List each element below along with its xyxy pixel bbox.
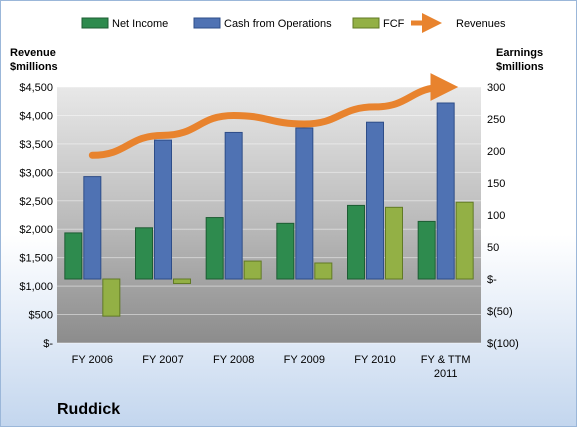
right-axis-tick-label: 50 (487, 242, 499, 254)
right-axis-tick-label: 300 (487, 82, 505, 94)
left-axis-tick-label: $2,500 (19, 196, 53, 208)
left-axis-tick-label: $500 (29, 310, 53, 322)
left-axis-tick-label: $1,500 (19, 253, 53, 265)
right-axis-ticks: $(100) $(50) $- 50 100 150 200 250 300 (487, 82, 519, 350)
right-axis-tick-label: 250 (487, 114, 505, 126)
bar-fcf (173, 278, 191, 284)
left-axis-tick-label: $3,000 (19, 167, 53, 179)
legend-label-revenues: Revenues (456, 18, 506, 30)
x-axis-labels: FY 2006 FY 2007 FY 2008 FY 2009 FY 2010 FY & … (72, 354, 471, 380)
bar-cash-from-operations (154, 139, 172, 280)
bar-cash-from-operations (224, 131, 243, 280)
revenue-point (91, 154, 93, 156)
right-axis-title-line2: $millions (496, 61, 544, 73)
x-axis-category-label: FY 2007 (142, 354, 183, 366)
left-axis-ticks: $- $500 $1,000 $1,500 $2,000 $2,500 $3,000 $3,5… (19, 82, 53, 350)
left-axis-tick-label: $- (43, 338, 53, 350)
x-axis-category-label: FY 2006 (72, 354, 113, 366)
bar-net-income (205, 217, 224, 280)
plot-area (57, 87, 481, 343)
right-axis-tick-label: $(100) (487, 338, 519, 350)
legend-swatch-cash-from-operations (193, 17, 221, 29)
legend-swatch-net-income (81, 17, 109, 29)
left-axis-title-line2: $millions (10, 61, 58, 73)
company-name: Ruddick (57, 401, 120, 418)
bar-net-income (347, 204, 365, 280)
left-axis-tick-label: $2,000 (19, 224, 53, 236)
right-axis-title-line1: Earnings (496, 47, 543, 59)
bar-cash-from-operations (436, 102, 455, 280)
right-axis-tick-label: 100 (487, 210, 505, 222)
legend-swatch-fcf (352, 17, 380, 29)
legend: Net Income Cash from Operations FCF Reve… (81, 13, 506, 33)
revenue-point (374, 106, 376, 108)
bar-cash-from-operations (366, 121, 384, 280)
bar-fcf (314, 262, 333, 280)
bar-net-income (64, 232, 83, 280)
legend-label-cash-from-operations: Cash from Operations (224, 18, 332, 30)
legend-label-fcf: FCF (383, 18, 405, 30)
right-axis-tick-label: $(50) (487, 306, 513, 318)
left-axis-tick-label: $3,500 (19, 139, 53, 151)
bar-fcf (455, 201, 474, 280)
bar-fcf (385, 206, 403, 280)
x-axis-category-label: FY 2010 (354, 354, 395, 366)
left-axis-title-line1: Revenue (10, 47, 56, 59)
bar-cash-from-operations (295, 127, 314, 280)
revenue-line-layer (88, 73, 459, 159)
left-axis-tick-label: $4,000 (19, 110, 53, 122)
bar-cash-from-operations (83, 176, 102, 280)
bar-net-income (417, 220, 436, 280)
x-axis-category-label: FY 2009 (284, 354, 325, 366)
right-axis-tick-label: $- (487, 274, 497, 286)
revenue-line (88, 73, 459, 159)
revenue-point (162, 134, 164, 136)
right-axis-tick-label: 150 (487, 178, 505, 190)
revenue-point (445, 86, 447, 88)
revenue-point (233, 114, 235, 116)
bar-fcf (102, 278, 121, 317)
x-axis-category-label: FY 2008 (213, 354, 254, 366)
gridlines (57, 86, 481, 344)
bar-net-income (276, 222, 295, 280)
right-axis-tick-label: 200 (487, 146, 505, 158)
revenue-point (303, 123, 305, 125)
bar-net-income (135, 227, 153, 280)
left-axis-tick-label: $1,000 (19, 281, 53, 293)
left-axis-tick-label: $4,500 (19, 82, 53, 94)
bars (64, 102, 474, 317)
bar-fcf (243, 260, 262, 280)
x-axis-category-label: FY & TTM 2011 (421, 354, 471, 380)
legend-label-net-income: Net Income (112, 18, 168, 30)
